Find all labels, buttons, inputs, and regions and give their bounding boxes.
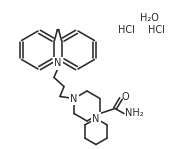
- Text: H₂O: H₂O: [140, 13, 159, 23]
- Text: HCl: HCl: [148, 25, 165, 35]
- Text: NH₂: NH₂: [125, 108, 144, 118]
- Text: N: N: [92, 114, 100, 124]
- Text: N: N: [70, 94, 78, 104]
- Text: O: O: [122, 93, 130, 103]
- Text: HCl: HCl: [118, 25, 135, 35]
- Text: N: N: [54, 59, 62, 69]
